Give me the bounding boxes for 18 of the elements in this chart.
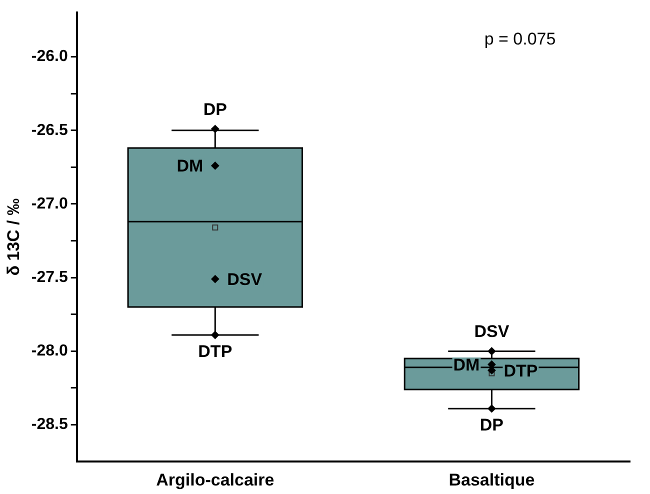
annotation: p = 0.075 bbox=[484, 30, 556, 49]
annotation: DP bbox=[480, 416, 504, 435]
y-tick-label: -28.5 bbox=[31, 416, 68, 434]
y-tick-label: -27.5 bbox=[31, 268, 68, 286]
y-tick-label: -28.0 bbox=[31, 342, 68, 360]
y-tick-label: -27.0 bbox=[31, 195, 68, 212]
y-tick-label: -26.5 bbox=[31, 122, 68, 139]
y-tick-label: -26.0 bbox=[31, 48, 68, 66]
annotation: DSV bbox=[474, 322, 510, 342]
annotation: DM bbox=[176, 156, 204, 176]
annotation: DM bbox=[453, 355, 480, 374]
x-tick-label: Argilo-calcaire bbox=[156, 470, 274, 490]
x-tick-label: Basaltique bbox=[448, 470, 535, 490]
annotation: DP bbox=[203, 100, 227, 119]
annotation: DSV bbox=[227, 270, 263, 290]
annotation: DTP bbox=[504, 361, 538, 380]
y-axis-title: δ 13C / ‰ bbox=[4, 198, 23, 276]
annotation: DTP bbox=[198, 342, 232, 361]
